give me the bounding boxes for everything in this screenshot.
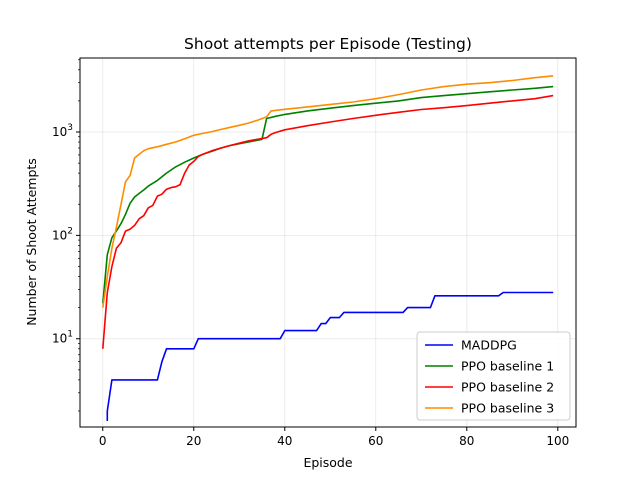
y-axis-label: Number of Shoot Attempts: [24, 158, 39, 326]
legend-label: PPO baseline 2: [461, 380, 554, 395]
x-tick-label: 100: [546, 434, 569, 448]
series-line-ppo-baseline-1: [102, 85, 554, 304]
y-tick-label: 101: [52, 330, 73, 346]
x-tick-label: 0: [99, 434, 107, 448]
x-tick-label: 40: [277, 434, 292, 448]
x-tick-label: 60: [368, 434, 383, 448]
legend-box: [416, 331, 571, 421]
y-tick-label: 103: [52, 123, 73, 139]
chart-title: Shoot attempts per Episode (Testing): [184, 35, 472, 53]
legend-label: PPO baseline 3: [461, 401, 554, 416]
series-line-ppo-baseline-3: [102, 75, 554, 308]
y-tick-label: 102: [52, 226, 73, 242]
x-tick-label: 20: [186, 434, 201, 448]
grid: [80, 58, 576, 427]
legend-label: PPO baseline 1: [461, 359, 554, 374]
series-line-maddpg: [106, 291, 554, 421]
x-tick-label: 80: [459, 434, 474, 448]
series-lines: [102, 75, 554, 421]
legend-label: MADDPG: [461, 338, 517, 353]
axis-ticks: 0 20 40 60 80 100 101 102 103: [52, 59, 569, 448]
legend: MADDPG PPO baseline 1 PPO baseline 2 PPO ba…: [416, 331, 571, 421]
plot-frame: [79, 57, 577, 428]
series-line-ppo-baseline-2: [102, 94, 554, 349]
x-axis-label: Episode: [303, 455, 352, 470]
